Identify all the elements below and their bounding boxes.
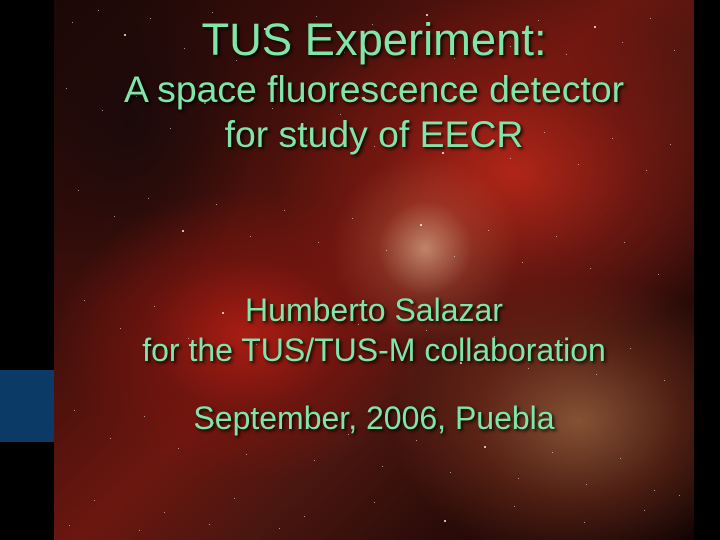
star <box>304 516 305 517</box>
star <box>94 500 95 501</box>
star <box>250 236 251 237</box>
body-block: Humberto Salazar for the TUS/TUS-M colla… <box>54 290 694 438</box>
star <box>646 170 647 171</box>
star <box>552 452 553 453</box>
star <box>556 236 557 237</box>
left-accent-block <box>0 370 54 442</box>
star <box>584 522 585 523</box>
presentation-stage: TUS Experiment: A space fluorescence det… <box>0 0 720 540</box>
star <box>148 198 149 199</box>
star <box>488 230 489 231</box>
star <box>374 502 375 503</box>
title-block: TUS Experiment: A space fluorescence det… <box>54 14 694 156</box>
star <box>110 438 111 439</box>
star <box>450 472 451 473</box>
star <box>679 495 680 496</box>
star <box>514 506 515 507</box>
star <box>644 510 645 511</box>
star <box>98 10 99 11</box>
star <box>386 250 387 251</box>
star <box>578 164 579 165</box>
star <box>586 484 587 485</box>
star <box>654 490 655 491</box>
star <box>658 274 659 275</box>
star <box>620 458 621 459</box>
star <box>314 460 315 461</box>
star <box>212 12 213 13</box>
star <box>352 218 353 219</box>
title-sub-line2: for study of EECR <box>54 113 694 156</box>
star <box>382 466 383 467</box>
date-place-line: September, 2006, Puebla <box>54 398 694 438</box>
star <box>444 520 446 522</box>
star <box>216 204 217 205</box>
star <box>416 440 417 441</box>
star <box>454 256 455 257</box>
star <box>518 478 519 479</box>
star <box>284 210 285 211</box>
star <box>510 158 511 159</box>
star <box>484 446 486 448</box>
left-black-strip <box>0 0 54 540</box>
star <box>78 190 79 191</box>
star <box>234 498 235 499</box>
star <box>246 454 247 455</box>
star <box>624 242 625 243</box>
title-sub-line1: A space fluorescence detector <box>54 68 694 111</box>
slide-background-nebula: TUS Experiment: A space fluorescence det… <box>54 0 694 540</box>
star <box>522 262 523 263</box>
star <box>114 216 115 217</box>
right-caption-strip: Supernova 1987A <box>694 0 720 540</box>
star <box>209 524 210 525</box>
author-line: Humberto Salazar <box>54 290 694 330</box>
star <box>318 242 319 243</box>
star <box>164 512 165 513</box>
star <box>279 528 280 529</box>
title-main: TUS Experiment: <box>54 14 694 66</box>
star <box>139 530 140 531</box>
star <box>590 268 591 269</box>
star <box>182 230 184 232</box>
star <box>420 224 422 226</box>
star <box>69 525 70 526</box>
star <box>178 448 179 449</box>
collaboration-line: for the TUS/TUS-M collaboration <box>54 330 694 370</box>
